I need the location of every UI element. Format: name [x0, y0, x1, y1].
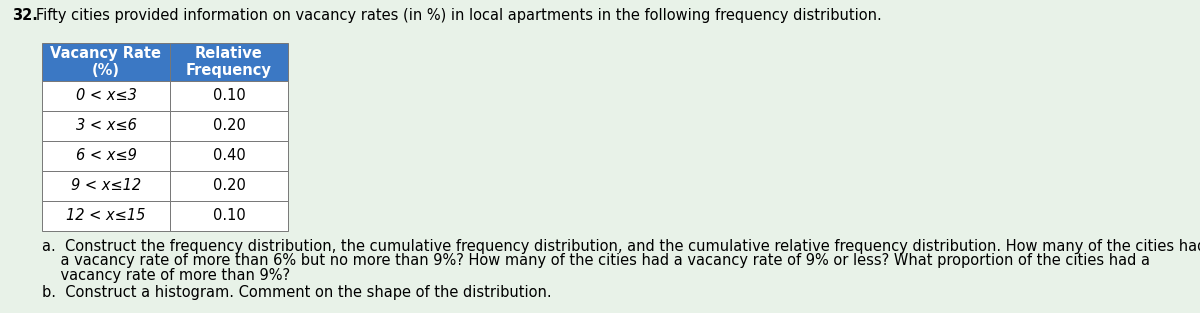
Bar: [42, 171, 170, 201]
Text: 0 < x≤3: 0 < x≤3: [76, 89, 137, 104]
Bar: [170, 81, 288, 111]
Bar: [170, 43, 288, 81]
Text: Relative
Frequency: Relative Frequency: [186, 46, 272, 78]
Bar: [170, 111, 288, 141]
Text: 0.10: 0.10: [212, 89, 245, 104]
Text: 0.20: 0.20: [212, 119, 246, 134]
Text: 0.10: 0.10: [212, 208, 245, 223]
Text: 32.: 32.: [12, 8, 38, 23]
Text: a.  Construct the frequency distribution, the cumulative frequency distribution,: a. Construct the frequency distribution,…: [42, 239, 1200, 254]
Text: 0.20: 0.20: [212, 178, 246, 193]
Text: b.  Construct a histogram. Comment on the shape of the distribution.: b. Construct a histogram. Comment on the…: [42, 285, 552, 300]
Text: a vacancy rate of more than 6% but no more than 9%? How many of the cities had a: a vacancy rate of more than 6% but no mo…: [42, 254, 1150, 269]
Bar: [170, 141, 288, 171]
Bar: [42, 141, 170, 171]
Bar: [170, 171, 288, 201]
Text: vacancy rate of more than 9%?: vacancy rate of more than 9%?: [42, 268, 290, 283]
Text: Fifty cities provided information on vacancy rates (in %) in local apartments in: Fifty cities provided information on vac…: [36, 8, 882, 23]
Text: 9 < x≤12: 9 < x≤12: [71, 178, 142, 193]
Text: 6 < x≤9: 6 < x≤9: [76, 148, 137, 163]
Text: 3 < x≤6: 3 < x≤6: [76, 119, 137, 134]
Text: 0.40: 0.40: [212, 148, 245, 163]
Bar: [42, 111, 170, 141]
Bar: [170, 201, 288, 231]
Text: Vacancy Rate
(%): Vacancy Rate (%): [50, 46, 162, 78]
Bar: [42, 43, 170, 81]
Bar: [42, 81, 170, 111]
Bar: [42, 201, 170, 231]
Text: 12 < x≤15: 12 < x≤15: [66, 208, 145, 223]
